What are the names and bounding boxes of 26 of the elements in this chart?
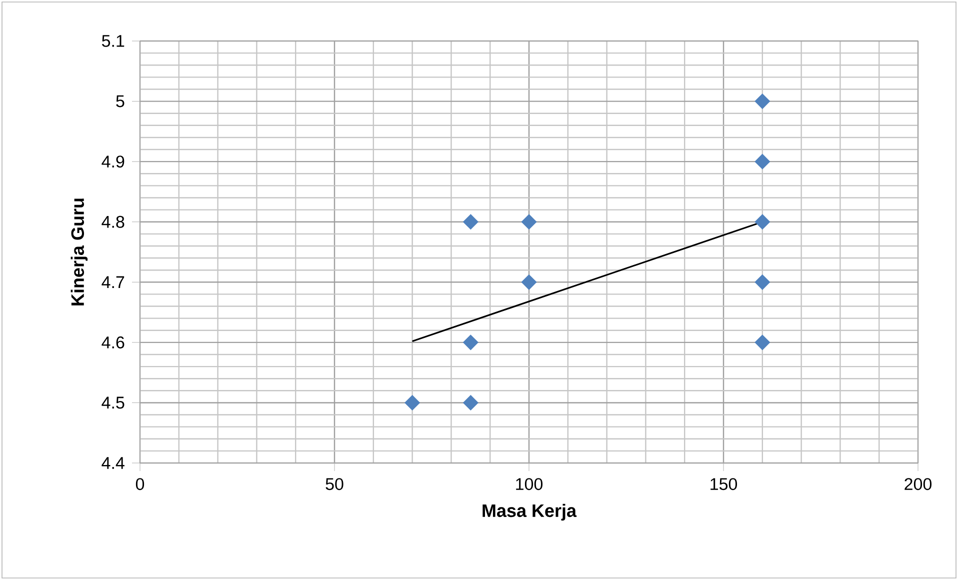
y-tick-label: 4.9 (102, 156, 124, 168)
point (404, 395, 420, 410)
point (754, 154, 770, 170)
point (463, 214, 478, 230)
point (754, 334, 770, 350)
y-tick-label: 4.7 (102, 276, 124, 288)
y-tick-label: 4.4 (102, 457, 124, 469)
point (754, 274, 770, 290)
x-tick-label: 150 (710, 478, 738, 490)
y-tick-label: 5 (116, 95, 124, 108)
x-tick-label: 0 (136, 478, 144, 490)
x-tick-label: 50 (326, 478, 344, 490)
point (754, 214, 770, 230)
x-tick-label: 200 (904, 478, 932, 490)
point (463, 395, 478, 410)
x-tick-label: 100 (516, 478, 543, 490)
point (521, 274, 537, 290)
y-tick-label: 5.1 (102, 35, 124, 47)
y-tick-label: 4.6 (102, 336, 124, 348)
point (754, 94, 770, 109)
y-axis-title: Kinerja Guru (70, 198, 88, 306)
y-tick-label: 4.8 (102, 216, 124, 228)
x-axis-title: Masa Kerja (482, 504, 577, 521)
y-tick-label: 4.5 (102, 396, 124, 409)
point (463, 334, 478, 350)
point (521, 214, 537, 230)
